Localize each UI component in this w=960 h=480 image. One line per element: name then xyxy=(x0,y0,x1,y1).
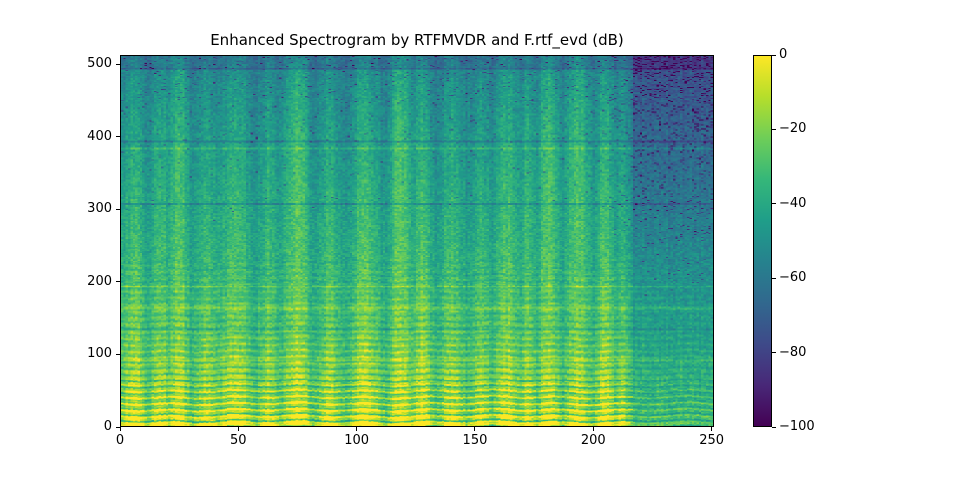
x-tick-mark xyxy=(119,427,121,431)
x-tick-mark xyxy=(356,427,358,431)
colorbar-tick-label: −60 xyxy=(779,270,807,286)
x-tick-label: 100 xyxy=(344,433,370,448)
colorbar-tick-mark xyxy=(772,203,776,205)
x-tick-mark xyxy=(711,427,713,431)
colorbar-tick-label: −100 xyxy=(779,419,815,434)
x-tick-label: 200 xyxy=(580,433,606,448)
x-tick-label: 150 xyxy=(462,433,488,448)
x-tick-mark xyxy=(237,427,239,431)
colorbar-tick-mark xyxy=(772,426,776,428)
x-tick-label: 250 xyxy=(699,433,725,448)
spectrogram-image xyxy=(121,56,713,426)
colorbar-tick-mark xyxy=(772,277,776,279)
y-tick-label: 0 xyxy=(103,419,112,434)
x-tick-mark xyxy=(592,427,594,431)
colorbar-tick-label: −80 xyxy=(779,344,807,360)
colorbar-tick-label: −40 xyxy=(779,195,807,211)
y-tick-label: 400 xyxy=(87,128,112,144)
y-tick-label: 300 xyxy=(87,201,112,217)
x-tick-label: 50 xyxy=(230,433,247,448)
chart-title: Enhanced Spectrogram by RTFMVDR and F.rt… xyxy=(210,31,624,49)
colorbar xyxy=(753,55,772,427)
y-tick-label: 500 xyxy=(87,56,112,72)
y-tick-label: 100 xyxy=(87,346,112,362)
colorbar-tick-mark xyxy=(772,352,776,354)
x-tick-mark xyxy=(474,427,476,431)
plot-area xyxy=(120,55,714,427)
colorbar-tick-mark xyxy=(772,128,776,130)
colorbar-tick-label: −20 xyxy=(779,121,807,137)
colorbar-tick-mark xyxy=(772,54,776,56)
colorbar-gradient xyxy=(754,56,771,426)
y-tick-label: 200 xyxy=(87,273,112,289)
colorbar-tick-label: 0 xyxy=(779,47,788,62)
x-tick-label: 0 xyxy=(115,433,125,448)
